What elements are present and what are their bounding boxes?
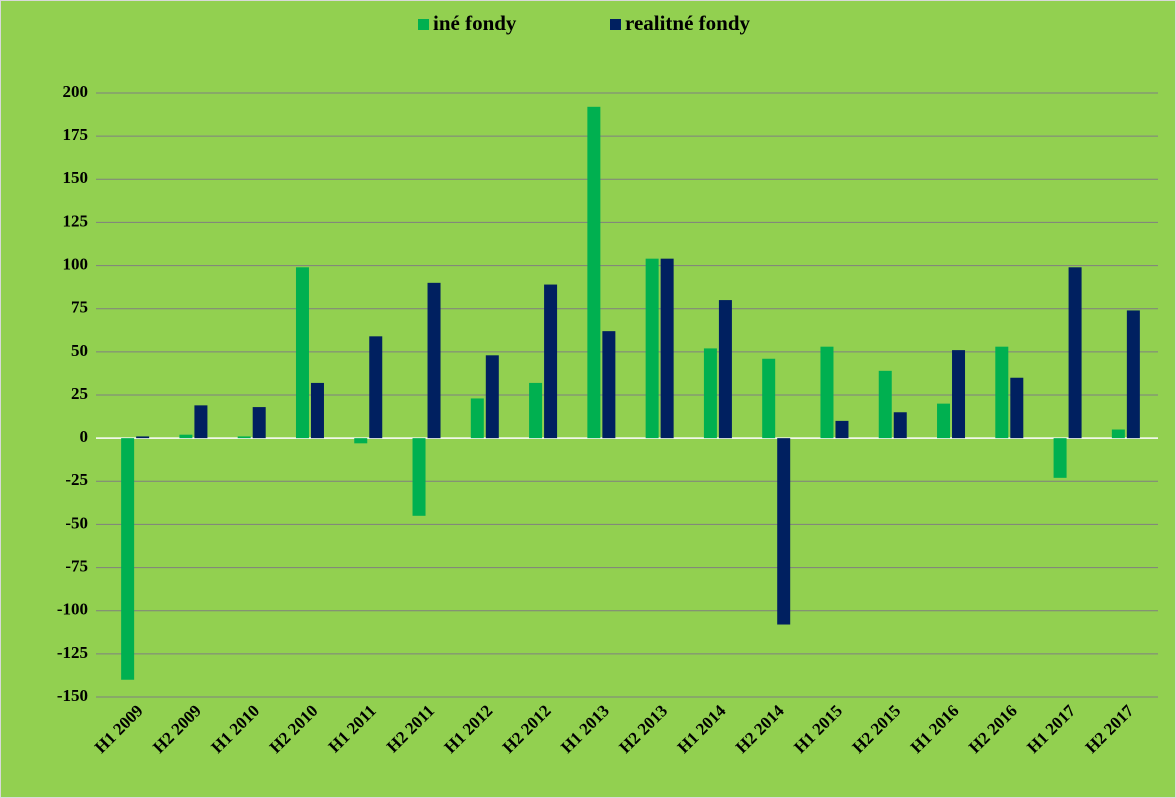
legend-swatch — [418, 19, 429, 30]
bar — [121, 438, 135, 680]
bar — [544, 284, 558, 439]
bar — [1068, 267, 1082, 439]
bar — [952, 350, 966, 439]
y-tick-label: -75 — [65, 556, 88, 575]
bar — [237, 436, 251, 439]
bar — [660, 258, 674, 439]
bar — [587, 106, 601, 439]
y-tick-label: 125 — [63, 211, 89, 230]
bar — [310, 382, 324, 439]
bar — [295, 267, 309, 439]
y-tick-label: 75 — [71, 298, 88, 317]
bar — [1053, 438, 1067, 478]
y-tick-label: -100 — [57, 600, 88, 619]
bar — [1126, 310, 1140, 439]
y-tick-label: 25 — [71, 384, 88, 403]
legend-label: iné fondy — [433, 11, 517, 35]
legend-swatch — [610, 19, 621, 30]
bar — [412, 438, 426, 516]
bar — [703, 348, 717, 439]
bar — [937, 403, 951, 439]
y-tick-label: 150 — [63, 168, 89, 187]
bar — [136, 436, 150, 439]
bar — [878, 370, 892, 439]
bar — [835, 420, 849, 439]
bar — [485, 355, 499, 439]
bar — [369, 336, 383, 439]
y-tick-label: -25 — [65, 470, 88, 489]
y-tick-label: 200 — [63, 82, 89, 101]
bar — [718, 300, 732, 439]
y-tick-label: -150 — [57, 686, 88, 705]
bar — [820, 346, 834, 439]
bar — [1111, 429, 1125, 439]
bar — [1010, 377, 1024, 439]
bar — [995, 346, 1009, 439]
bar — [893, 412, 907, 439]
bar — [252, 407, 266, 439]
bar — [529, 382, 543, 439]
bar — [777, 438, 791, 625]
legend-label: realitné fondy — [625, 11, 751, 35]
bar — [179, 434, 193, 439]
bar — [602, 331, 616, 439]
bar — [427, 282, 441, 439]
bar — [762, 358, 776, 439]
y-tick-label: 100 — [63, 254, 89, 273]
y-tick-label: 50 — [71, 341, 88, 360]
bar — [645, 258, 659, 439]
y-tick-label: -50 — [65, 513, 88, 532]
bar — [354, 438, 368, 444]
y-tick-label: 175 — [63, 125, 89, 144]
bar — [470, 398, 484, 439]
y-tick-label: -125 — [57, 643, 88, 662]
bar — [194, 405, 208, 439]
y-tick-label: 0 — [80, 427, 89, 446]
